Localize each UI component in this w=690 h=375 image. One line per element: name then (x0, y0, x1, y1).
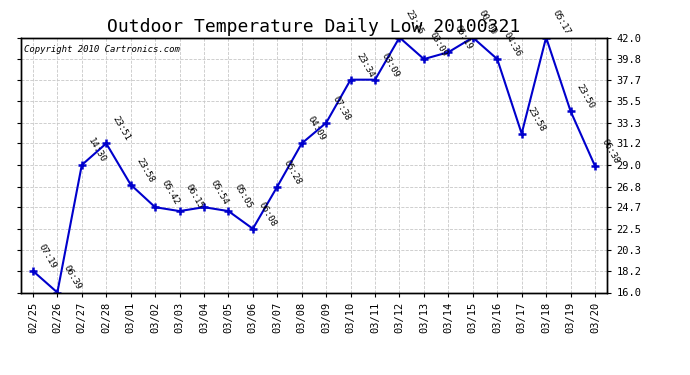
Text: 04:09: 04:09 (306, 115, 327, 142)
Title: Outdoor Temperature Daily Low 20100321: Outdoor Temperature Daily Low 20100321 (108, 18, 520, 36)
Text: 23:15: 23:15 (404, 9, 425, 37)
Text: 05:19: 05:19 (453, 24, 474, 51)
Text: 23:50: 23:50 (575, 82, 596, 110)
Text: 07:38: 07:38 (331, 94, 352, 122)
Text: 06:38: 06:38 (599, 137, 620, 165)
Text: 05:17: 05:17 (550, 9, 571, 37)
Text: 05:05: 05:05 (233, 183, 254, 210)
Text: 05:42: 05:42 (159, 178, 181, 206)
Text: 23:58: 23:58 (526, 105, 547, 133)
Text: 23:51: 23:51 (110, 115, 132, 142)
Text: 06:39: 06:39 (61, 264, 83, 292)
Text: 23:58: 23:58 (135, 156, 156, 184)
Text: 05:28: 05:28 (282, 158, 303, 186)
Text: 23:34: 23:34 (355, 51, 376, 79)
Text: 03:09: 03:09 (428, 30, 449, 58)
Text: 03:09: 03:09 (380, 51, 400, 79)
Text: 14:30: 14:30 (86, 136, 107, 164)
Text: 06:08: 06:08 (257, 200, 278, 228)
Text: 05:54: 05:54 (208, 178, 229, 206)
Text: 07:19: 07:19 (37, 242, 59, 270)
Text: Copyright 2010 Cartronics.com: Copyright 2010 Cartronics.com (23, 45, 179, 54)
Text: 04:36: 04:36 (502, 30, 522, 58)
Text: 00:00: 00:00 (477, 9, 498, 37)
Text: 06:15: 06:15 (184, 183, 205, 210)
